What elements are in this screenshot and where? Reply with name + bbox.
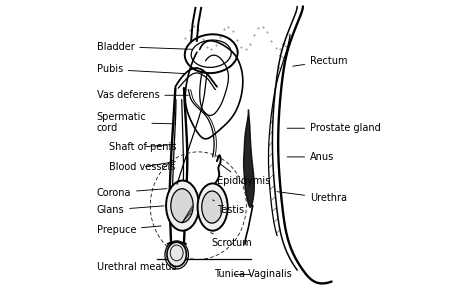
Text: Glans: Glans — [97, 205, 164, 215]
Text: Corona: Corona — [97, 188, 167, 198]
Text: Anus: Anus — [287, 152, 334, 162]
Text: Epididymis: Epididymis — [217, 164, 270, 186]
Ellipse shape — [171, 189, 193, 223]
Text: Vas deferens: Vas deferens — [97, 90, 188, 100]
Text: Pubis: Pubis — [97, 65, 185, 75]
Text: Rectum: Rectum — [293, 56, 347, 66]
Text: Spermatic
cord: Spermatic cord — [97, 112, 175, 133]
Text: Blood vessels: Blood vessels — [109, 162, 176, 172]
Text: Scrotum: Scrotum — [211, 233, 252, 248]
Text: Shaft of penis: Shaft of penis — [109, 142, 177, 152]
Ellipse shape — [202, 191, 222, 223]
Text: Urethral meatus: Urethral meatus — [97, 259, 176, 272]
Ellipse shape — [198, 183, 228, 231]
Polygon shape — [244, 110, 254, 207]
Text: Prepuce: Prepuce — [97, 225, 161, 235]
Text: Testis: Testis — [213, 200, 244, 215]
Ellipse shape — [167, 242, 186, 266]
Text: Prostate gland: Prostate gland — [287, 123, 381, 133]
Text: Bladder: Bladder — [97, 41, 192, 52]
Ellipse shape — [166, 181, 199, 231]
Text: Tunica Vaginalis: Tunica Vaginalis — [214, 269, 292, 279]
Text: Urethra: Urethra — [277, 192, 347, 203]
